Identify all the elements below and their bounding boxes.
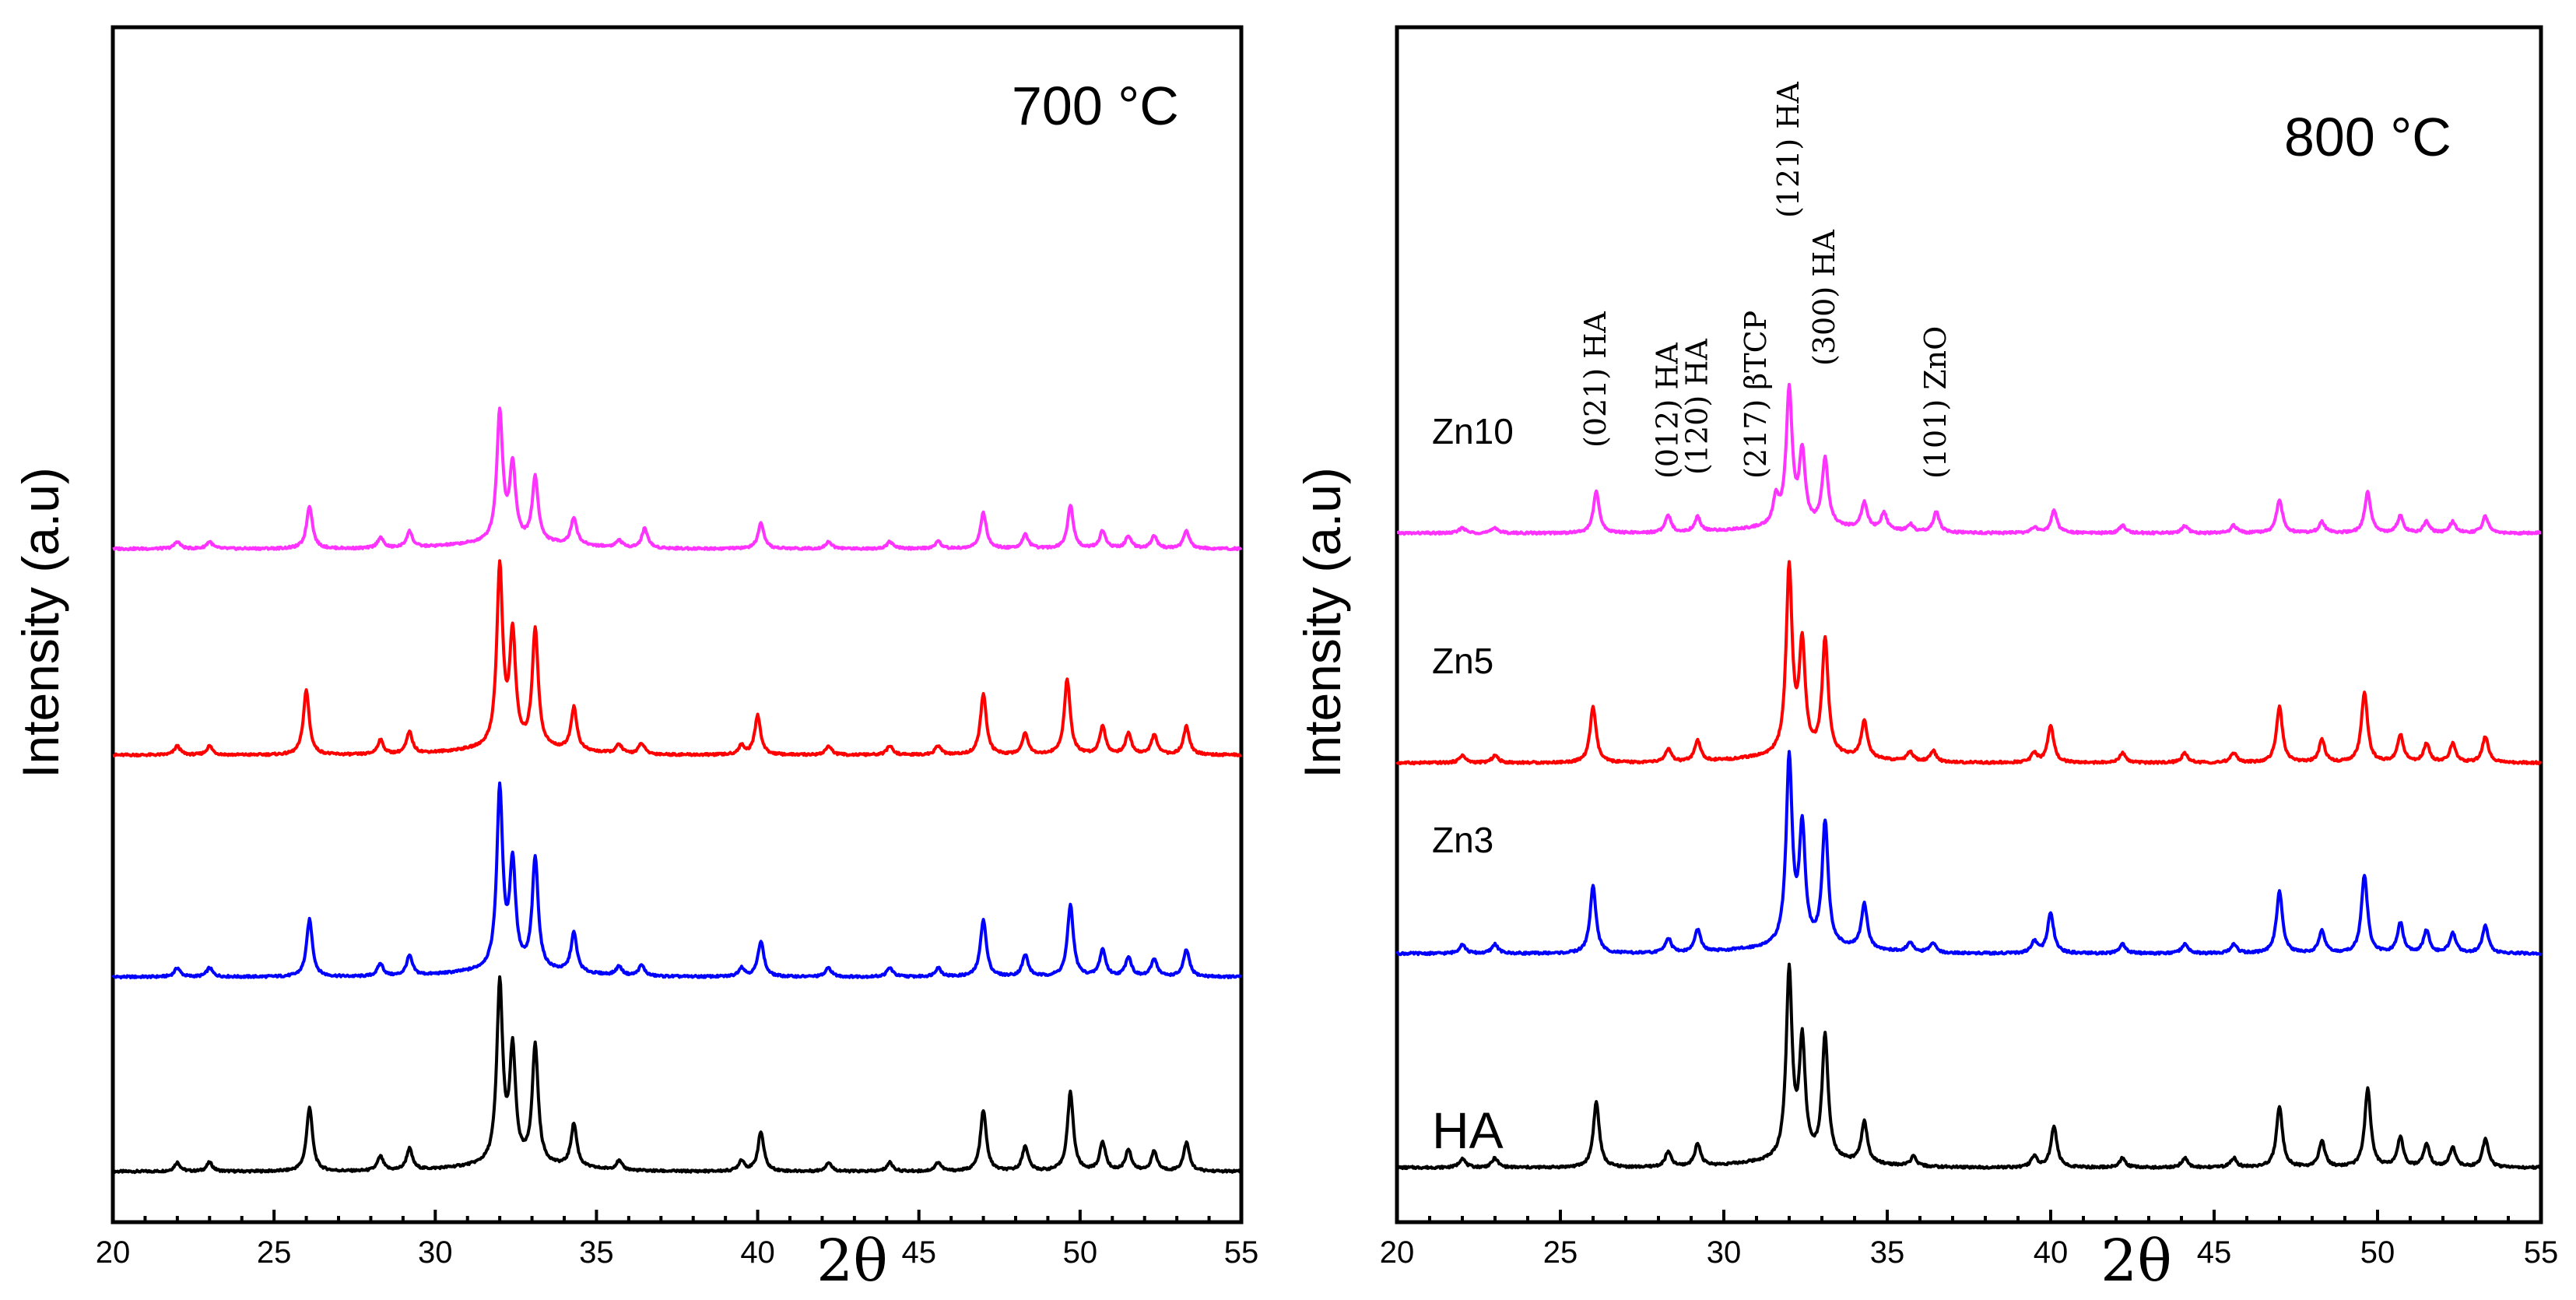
series-label: Zn10 — [1432, 411, 1514, 451]
x-tick-label: 50 — [2360, 1235, 2395, 1270]
peak-annotations: (021) HA (012) HA(120) HA (217) βTCP (121) … — [1578, 82, 1953, 479]
series-line-0 — [111, 975, 1243, 1175]
x-tick-label: 40 — [740, 1235, 775, 1270]
x-tick-label: 30 — [1707, 1235, 1742, 1270]
temperature-label: 800 °C — [2284, 107, 2451, 167]
peak-annotation: (021) HA — [1578, 311, 1613, 448]
x-tick-label: 40 — [2034, 1235, 2069, 1270]
x-tick-label: 30 — [418, 1235, 453, 1270]
peak-annotation: (217) βTCP — [1739, 311, 1773, 479]
series-line-zn10 — [1396, 382, 2542, 536]
series-line-3 — [112, 406, 1243, 552]
series-line-ha — [1396, 962, 2542, 1171]
traces — [1395, 382, 2543, 1171]
peak-annotation: (121) HA — [1771, 82, 1806, 218]
x-tick-label: 20 — [1380, 1235, 1415, 1270]
peak-annotation: (012) HA — [1651, 343, 1685, 479]
traces — [111, 406, 1243, 1175]
peak-annotation: (120) HA — [1679, 339, 1714, 475]
y-axis-label: Intensity (a.u) — [12, 467, 69, 778]
x-tick-label: 45 — [2197, 1235, 2232, 1270]
x-axis-ticks: 20 25 30 35 40 45 50 55 — [1380, 1210, 2559, 1270]
x-tick-label: 35 — [579, 1235, 614, 1270]
series-labels: HA Zn3 Zn5 Zn10 — [1432, 411, 1514, 1159]
peak-annotation: (101) ZnO — [1918, 326, 1953, 479]
series-line-zn3 — [1395, 750, 2543, 957]
panel-700c: 700 °C Intensity (a.u) 2θ 20 25 30 35 40 45 50… — [12, 25, 1259, 1295]
x-tick-label: 55 — [2524, 1235, 2559, 1270]
x-tick-label: 25 — [1543, 1235, 1578, 1270]
plot-frame — [1395, 25, 2543, 1224]
x-axis-ticks: 20 25 30 35 40 45 50 55 — [96, 1210, 1259, 1270]
series-line-2 — [112, 559, 1242, 758]
series-label: Zn3 — [1432, 820, 1493, 860]
x-tick-label: 55 — [1224, 1235, 1259, 1270]
panel-800c: 800 °C Intensity (a.u) 2θ 20 25 30 35 40 45 50… — [1293, 25, 2559, 1295]
x-tick-label: 45 — [901, 1235, 936, 1270]
series-label: Zn5 — [1432, 641, 1493, 681]
x-tick-label: 20 — [96, 1235, 131, 1270]
temperature-label: 700 °C — [1012, 76, 1179, 136]
x-tick-label: 25 — [257, 1235, 292, 1270]
peak-annotation: (300) HA — [1807, 230, 1841, 366]
x-axis-label: 2θ — [816, 1228, 888, 1295]
plot-frame — [111, 25, 1244, 1224]
y-axis-label: Intensity (a.u) — [1293, 467, 1351, 778]
x-axis-label: 2θ — [2100, 1228, 2172, 1295]
x-tick-label: 35 — [1870, 1235, 1905, 1270]
series-label: HA — [1432, 1101, 1504, 1159]
series-line-zn5 — [1395, 560, 2543, 766]
x-tick-label: 50 — [1063, 1235, 1098, 1270]
series-line-1 — [111, 781, 1243, 980]
